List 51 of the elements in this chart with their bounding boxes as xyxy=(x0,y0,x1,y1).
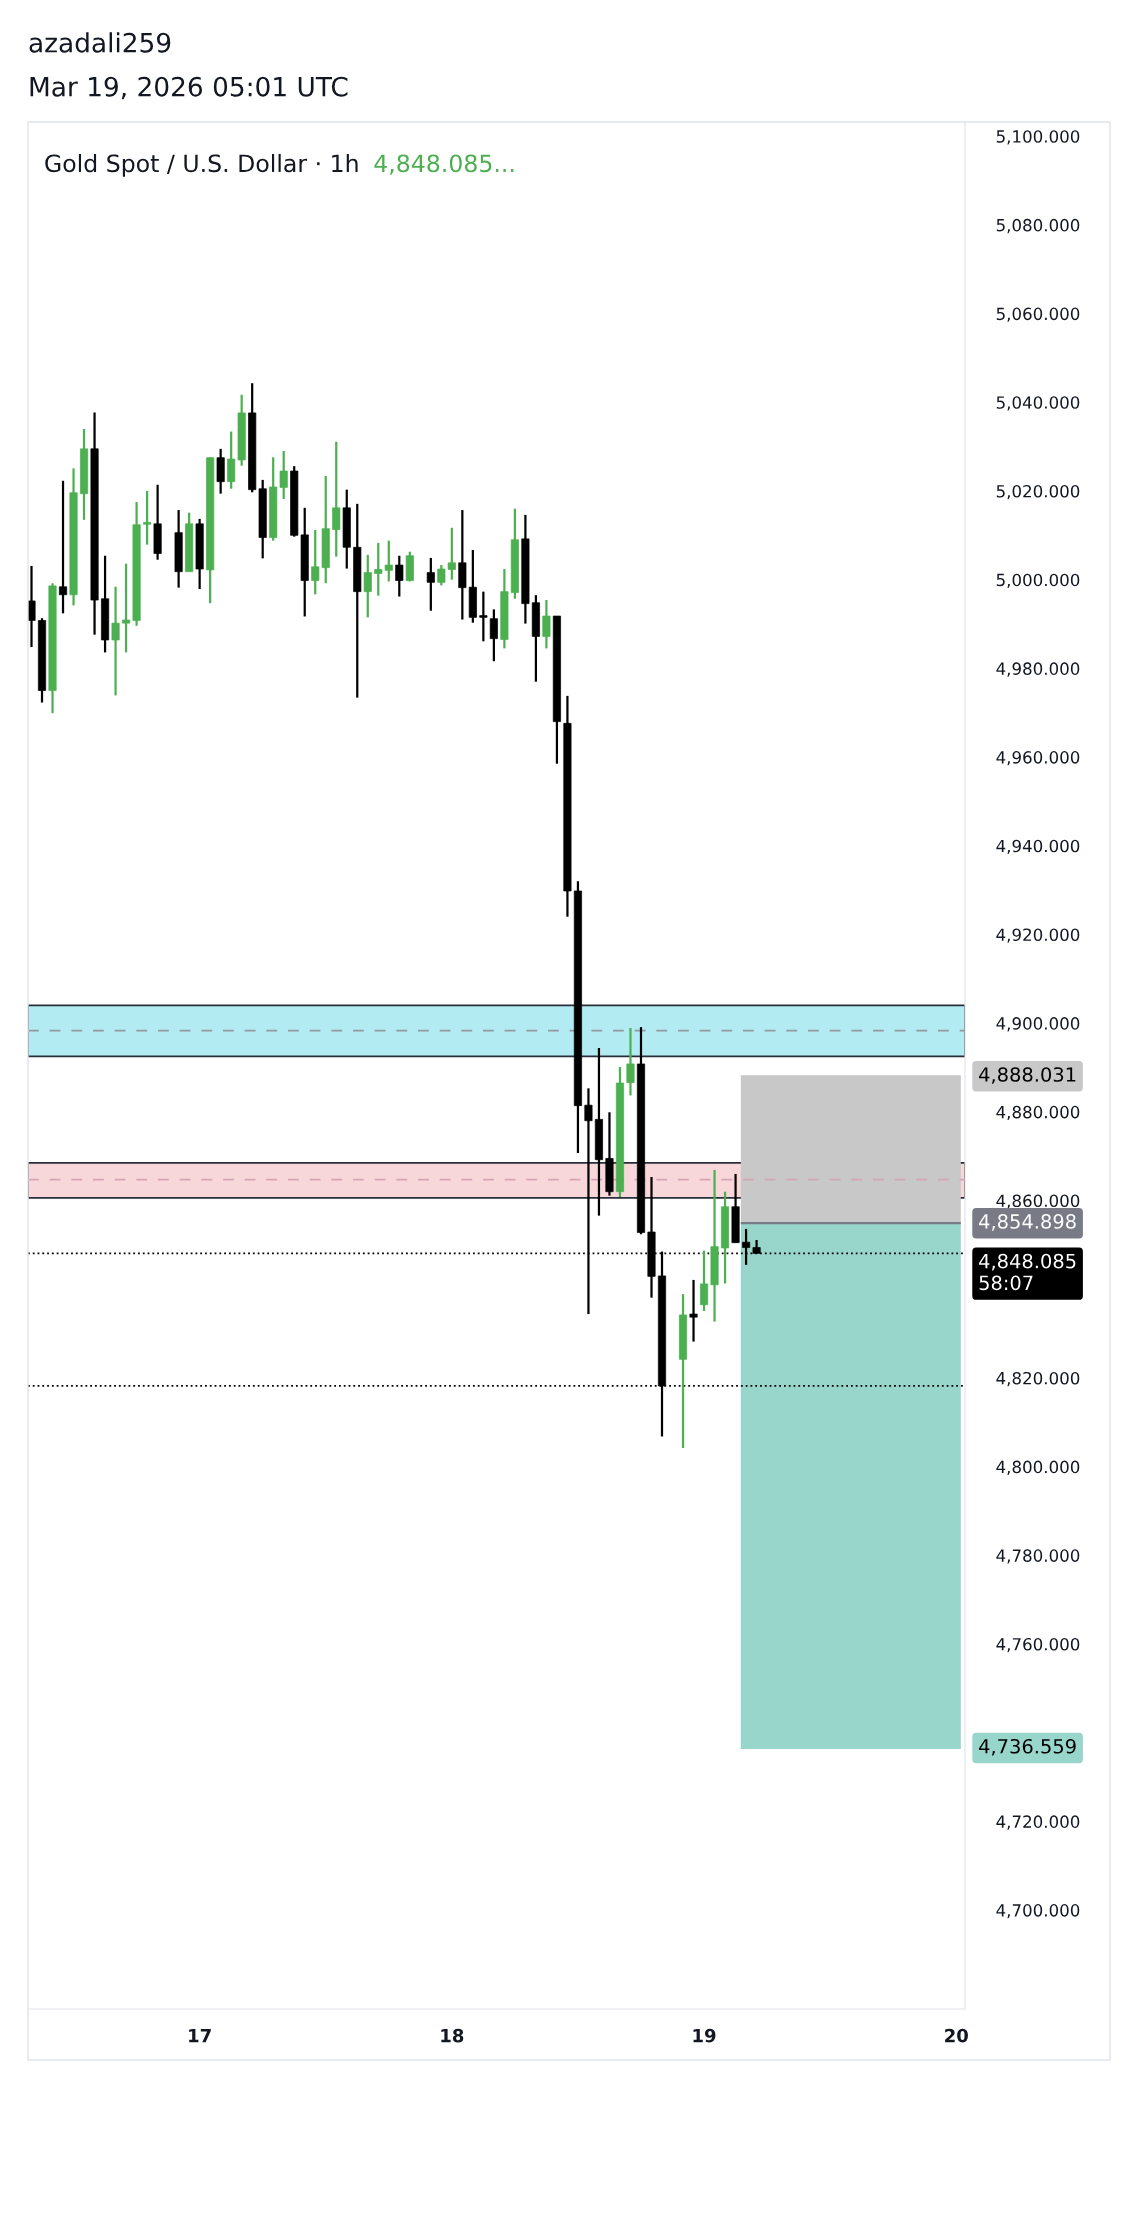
candlestick xyxy=(216,447,225,495)
candlestick xyxy=(437,563,446,587)
y-tick-label: 4,860.000 xyxy=(996,1194,1080,1209)
candlestick xyxy=(122,562,131,654)
x-tick-label: 18 xyxy=(441,2028,464,2043)
text: Gold Spot / U.S. Dollar · 1h xyxy=(45,153,358,177)
band-label: 4,888.031 xyxy=(979,1067,1076,1084)
x-tick-label: 19 xyxy=(693,2028,716,2043)
candlestick xyxy=(689,1278,698,1343)
candlestick xyxy=(111,585,120,697)
y-tick-label: 5,100.000 xyxy=(996,130,1080,145)
x-tick-label: 17 xyxy=(189,2029,211,2043)
y-tick-label: 5,020.000 xyxy=(996,484,1080,500)
candlestick xyxy=(447,526,456,581)
text: Mar 19, 2026 05:01 UTC xyxy=(30,76,348,100)
candlestick xyxy=(332,440,341,558)
candlestick xyxy=(59,479,68,615)
candlestick xyxy=(700,1249,709,1313)
y-tick-label: 4,820.000 xyxy=(996,1371,1080,1387)
y-tick-label: 4,700.000 xyxy=(996,1904,1080,1919)
y-tick-label: 5,040.000 xyxy=(996,396,1080,411)
y-tick-label: 5,080.000 xyxy=(996,218,1080,234)
y-tick-label: 4,800.000 xyxy=(996,1460,1080,1475)
candlestick xyxy=(489,608,498,663)
candlestick xyxy=(426,556,435,612)
x-tick-label: 20 xyxy=(945,2028,968,2043)
y-tick-label: 4,980.000 xyxy=(996,662,1080,677)
band-label: 4,736.559 xyxy=(979,1738,1076,1756)
text: azadali259 xyxy=(29,32,171,53)
y-tick-label: 4,720.000 xyxy=(996,1815,1080,1830)
y-tick-label: 4,760.000 xyxy=(996,1637,1080,1653)
y-tick-label: 5,060.000 xyxy=(996,307,1080,322)
candlestick xyxy=(584,1087,593,1316)
candlestick xyxy=(143,489,152,546)
y-tick-label: 4,880.000 xyxy=(996,1105,1080,1121)
candlestick xyxy=(363,553,372,619)
y-tick-label: 5,000.000 xyxy=(996,573,1080,588)
text: 4,848.085... xyxy=(374,154,514,175)
y-tick-label: 4,940.000 xyxy=(996,839,1080,855)
y-tick-label: 4,780.000 xyxy=(996,1549,1080,1564)
candlestick xyxy=(542,598,551,650)
y-tick-label: 4,960.000 xyxy=(996,751,1080,766)
y-tick-label: 4,920.000 xyxy=(996,928,1080,943)
candlestick xyxy=(395,554,404,598)
candlestick xyxy=(479,590,488,643)
candlestick xyxy=(626,1026,635,1097)
candlestick xyxy=(28,564,36,649)
y-tick-label: 4,900.000 xyxy=(996,1017,1080,1032)
ref-line-label: 4,854.898 xyxy=(979,1214,1076,1231)
ref-line-label: 4,848.085 58:07 xyxy=(979,1253,1076,1291)
candlestick xyxy=(227,430,236,490)
